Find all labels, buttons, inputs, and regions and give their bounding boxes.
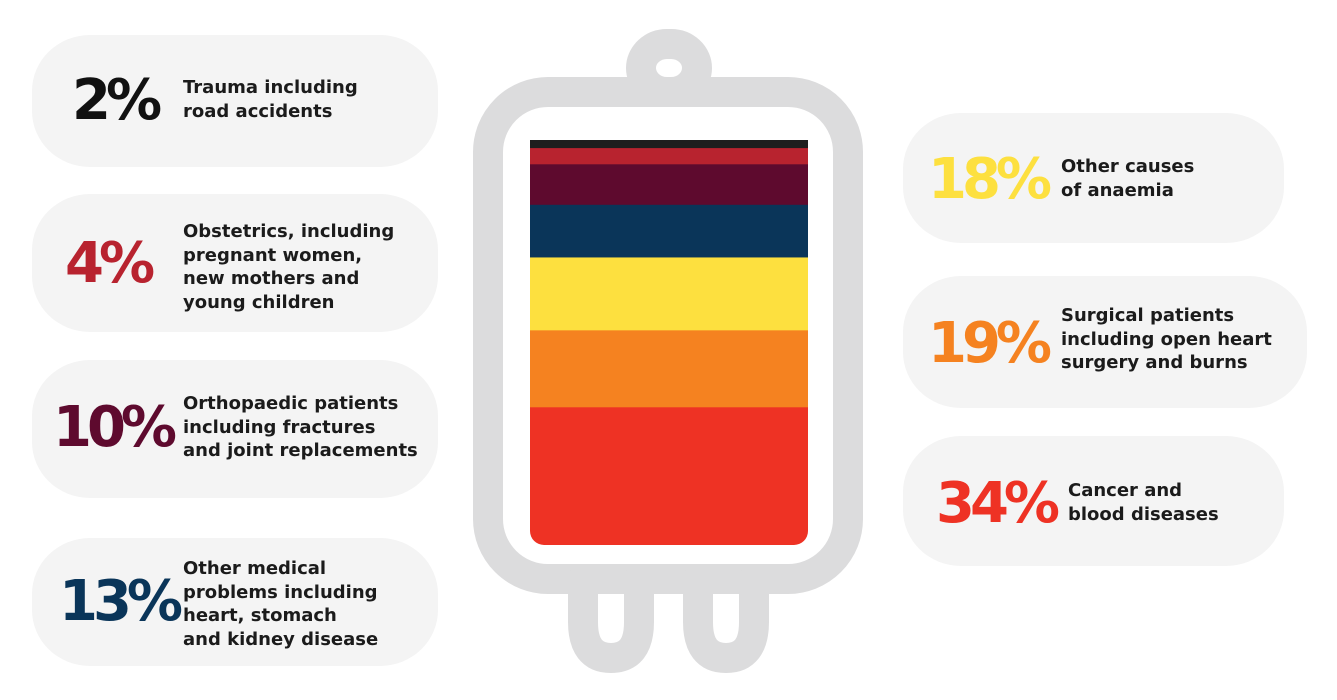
card-trauma: 2% Trauma including road accidents — [32, 35, 438, 167]
desc-surgical: Surgical patients including open heart s… — [1061, 305, 1272, 373]
bar-segment-2 — [530, 148, 808, 165]
bar-segment-1 — [530, 140, 808, 149]
card-medical: 13% Other medical problems including hea… — [32, 538, 438, 666]
desc-cancer: Cancer and blood diseases — [1068, 480, 1219, 525]
bar-segment-3 — [530, 164, 808, 206]
pct-trauma: 2% — [72, 68, 162, 133]
pct-orthopaedic: 10% — [53, 395, 177, 460]
stacked-bar — [530, 140, 808, 545]
desc-anaemia: Other causes of anaemia — [1061, 156, 1195, 201]
bar-segment-4 — [530, 204, 808, 259]
blood-bag-outline — [473, 29, 863, 673]
bar-segment-5 — [530, 257, 808, 331]
desc-obstetrics: Obstetrics, including pregnant women, ne… — [183, 221, 395, 313]
card-obstetrics: 4% Obstetrics, including pregnant women,… — [32, 194, 438, 332]
desc-orthopaedic: Orthopaedic patients including fractures… — [183, 393, 418, 461]
bar-segment-6 — [530, 330, 808, 408]
pct-obstetrics: 4% — [65, 231, 155, 296]
desc-trauma: Trauma including road accidents — [183, 77, 358, 122]
desc-medical: Other medical problems including heart, … — [183, 558, 379, 650]
card-cancer: 34% Cancer and blood diseases — [903, 436, 1284, 566]
pct-anaemia: 18% — [928, 147, 1052, 212]
bar-segment-7 — [530, 407, 808, 545]
card-surgical: 19% Surgical patients including open hea… — [903, 276, 1307, 408]
card-orthopaedic: 10% Orthopaedic patients including fract… — [32, 360, 438, 498]
pct-cancer: 34% — [936, 471, 1060, 536]
pct-medical: 13% — [59, 569, 183, 634]
card-anaemia: 18% Other causes of anaemia — [903, 113, 1284, 243]
pct-surgical: 19% — [928, 311, 1052, 376]
